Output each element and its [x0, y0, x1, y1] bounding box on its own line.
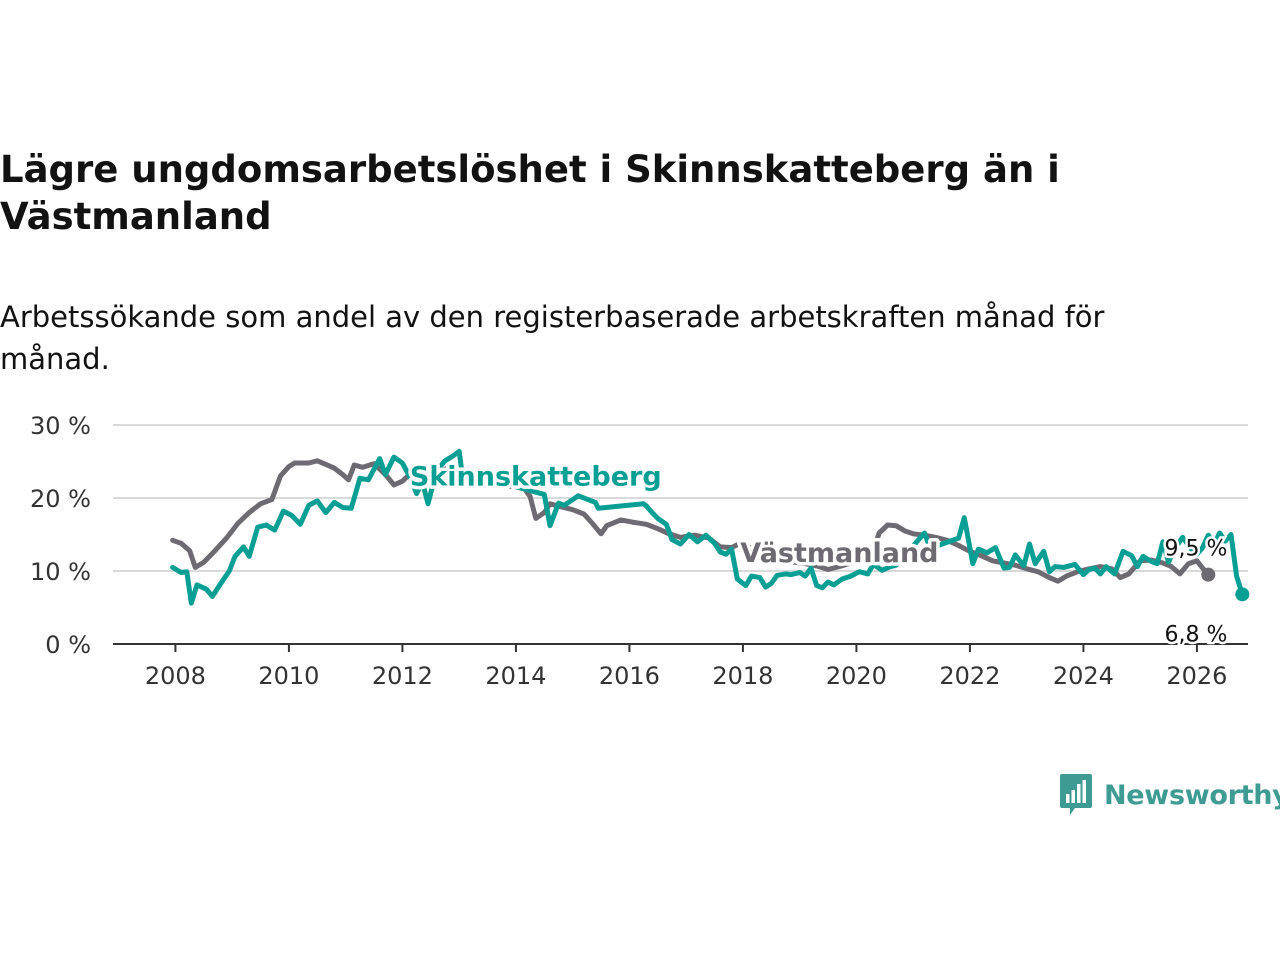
x-tick-label: 2008 — [145, 662, 206, 690]
y-tick-label: 30 % — [30, 412, 91, 440]
y-tick-label: 10 % — [30, 558, 91, 586]
x-tick-label: 2020 — [826, 662, 887, 690]
x-tick-label: 2016 — [599, 662, 660, 690]
newsworthy-logo-icon — [1060, 774, 1092, 815]
gridlines — [113, 424, 1248, 572]
y-tick-label: 20 % — [30, 485, 91, 513]
y-tick-label: 0 % — [45, 631, 91, 659]
end-value-label-västmanland: 9,5 % — [1165, 537, 1228, 562]
series-lines — [170, 448, 1245, 606]
series-labels: Västmanland Skinnskatteberg 9,5 % 6,8 % — [406, 458, 1250, 650]
newsworthy-logo-text: Newsworthy — [1104, 779, 1280, 811]
series-line-skinnskatteberg — [170, 448, 1245, 606]
series-label-skinnskatteberg: Skinnskatteberg — [410, 462, 662, 493]
end-point-skinnskatteberg — [1235, 587, 1250, 602]
x-tick-label: 2024 — [1053, 662, 1114, 690]
x-tick-label: 2014 — [485, 662, 546, 690]
x-tick-label: 2026 — [1166, 662, 1227, 690]
chart-subtitle: Arbetssökande som andel av den registerb… — [0, 300, 1105, 376]
end-value-label-skinnskatteberg: 6,8 % — [1165, 622, 1228, 647]
series-line-västmanland — [170, 458, 1211, 584]
series-label-västmanland: Västmanland — [740, 538, 938, 569]
x-tick-label: 2012 — [372, 662, 433, 690]
chart-title: Lägre ungdomsarbetslöshet i Skinnskatteb… — [0, 148, 1060, 238]
end-point-västmanland — [1201, 567, 1216, 582]
x-tick-label: 2010 — [258, 662, 319, 690]
x-tick-label: 2018 — [712, 662, 773, 690]
axes: 0 % 10 % 20 % 30 % 2008 2010 2012 2014 2016 2018 2… — [30, 412, 1248, 690]
newsworthy-logo: Newsworthy — [1058, 772, 1280, 818]
line-chart: 0 % 10 % 20 % 30 % 2008 2010 2012 2014 2016 2018 2… — [30, 412, 1250, 690]
x-tick-label: 2022 — [939, 662, 1000, 690]
